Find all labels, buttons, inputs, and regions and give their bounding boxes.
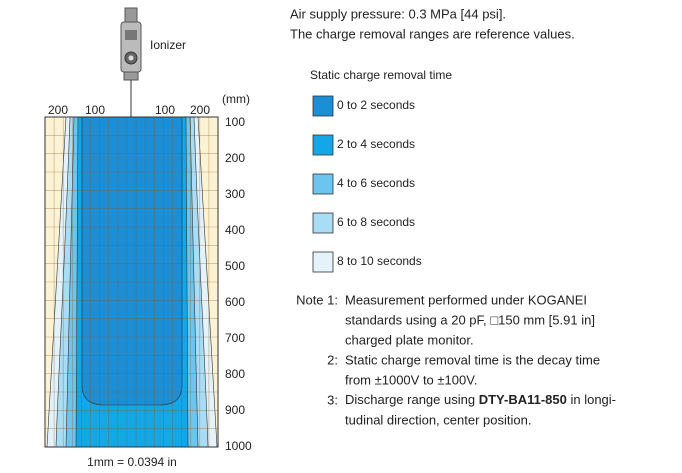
legend-swatch <box>312 212 334 234</box>
legend-label: 8 to 10 seconds <box>337 254 422 268</box>
note-line: charged plate monitor. <box>345 332 474 347</box>
y-label: 800 <box>225 367 245 381</box>
note-number: Note 1: <box>296 292 338 307</box>
y-label: 200 <box>225 151 245 165</box>
legend-swatch <box>312 173 334 195</box>
note-line: Discharge range using DTY-BA11-850 in lo… <box>345 392 616 407</box>
y-label: 600 <box>225 295 245 309</box>
legend-swatch <box>312 95 334 117</box>
note-number: 2: <box>327 352 338 367</box>
y-label: 400 <box>225 223 245 237</box>
y-label: 500 <box>225 259 245 273</box>
note-number: 3: <box>327 392 338 407</box>
y-label: 300 <box>225 187 245 201</box>
note-line: Static charge removal time is the decay … <box>345 352 600 367</box>
y-label: 900 <box>225 403 245 417</box>
y-label: 700 <box>225 331 245 345</box>
legend-label: 0 to 2 seconds <box>337 98 415 112</box>
unit-label: (mm) <box>222 92 250 106</box>
ionizer-label: Ionizer <box>150 38 186 52</box>
note-line: Measurement performed under KOGANEI <box>345 292 587 307</box>
x-label: 100 <box>85 103 105 117</box>
legend: Static charge removal time 0 to 2 seconds… <box>310 68 452 273</box>
legend-label: 2 to 4 seconds <box>337 137 415 151</box>
note-line: from ±1000V to ±100V. <box>345 372 477 387</box>
y-label: 1000 <box>225 439 252 453</box>
legend-swatch <box>312 134 334 156</box>
note-line: tudinal direction, center position. <box>345 412 531 427</box>
diagram: 200 100 100 200 (mm) 100 200 300 400 500 600 700 800… <box>44 92 252 469</box>
note-text: Discharge range using <box>345 392 479 407</box>
notes: Note 1: Measurement performed under KOGAN… <box>296 292 616 427</box>
legend-title: Static charge removal time <box>310 68 452 82</box>
header-line: The charge removal ranges are reference … <box>290 26 575 41</box>
note-text: DTY-BA11-850 <box>479 392 567 407</box>
legend-label: 4 to 6 seconds <box>337 176 415 190</box>
x-label: 200 <box>190 103 210 117</box>
ionizer-icon <box>120 7 142 117</box>
note-line: standards using a 20 pF, □150 mm [5.91 i… <box>345 312 595 327</box>
y-label: 100 <box>225 115 245 129</box>
legend-label: 6 to 8 seconds <box>337 215 415 229</box>
conversion-label: 1mm = 0.0394 in <box>87 455 177 469</box>
x-label: 200 <box>48 103 68 117</box>
header-line: Air supply pressure: 0.3 MPa [44 psi]. <box>290 6 506 21</box>
x-label: 100 <box>155 103 175 117</box>
plot-border <box>44 116 219 448</box>
legend-swatch <box>312 251 334 273</box>
removal-region <box>81 116 183 406</box>
note-text: in longi- <box>567 392 616 407</box>
